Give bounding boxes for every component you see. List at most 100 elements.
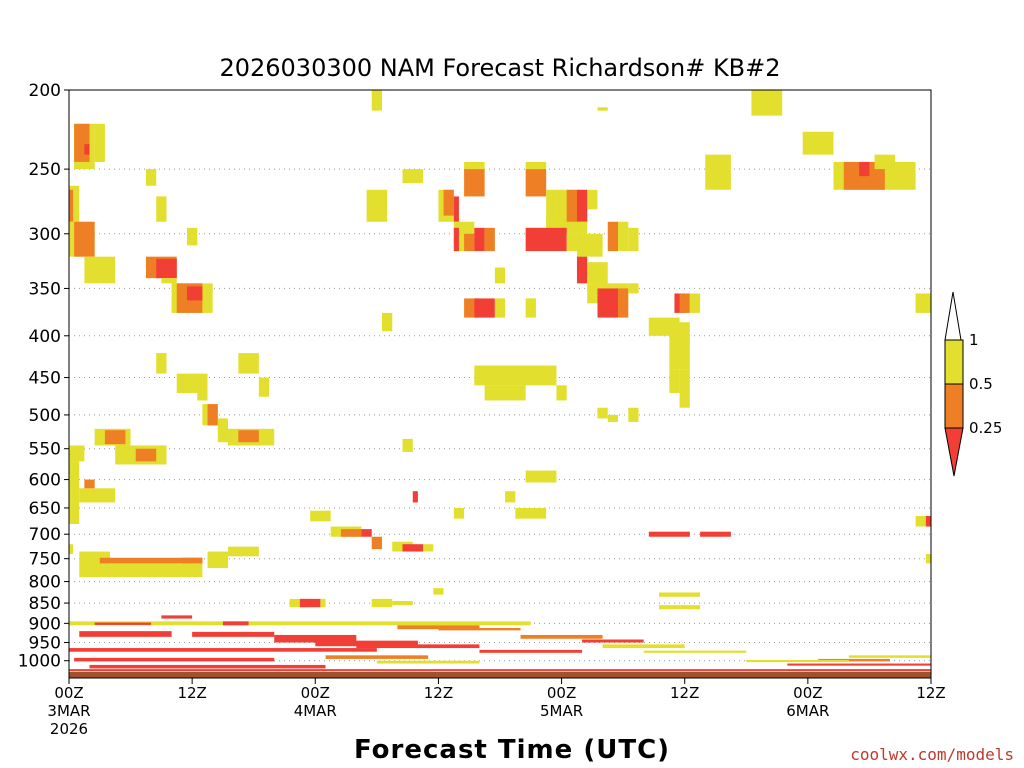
ri-cell (597, 107, 608, 111)
plot-frame (68, 89, 932, 679)
ri-cell (192, 631, 275, 637)
legend-bin-orange (944, 383, 964, 429)
ri-cell (361, 529, 372, 537)
ri-cell (746, 659, 849, 663)
ri-cell (74, 123, 90, 162)
ri-cell (576, 189, 588, 222)
y-tick-label: 200 (29, 81, 61, 101)
ri-cell (110, 563, 203, 578)
y-tick-label: 850 (29, 594, 61, 614)
y-tick-label: 950 (29, 634, 61, 654)
ri-cell (135, 448, 157, 462)
ri-cell (161, 615, 193, 619)
ri-cell (156, 353, 167, 374)
ri-cell (874, 154, 896, 170)
ri-cell (915, 516, 931, 527)
ri-cell (648, 317, 680, 336)
ri-cell (74, 221, 95, 257)
ri-cell (397, 625, 480, 630)
x-tick-label: 00Z (547, 684, 576, 702)
y-tick-label: 350 (29, 279, 61, 299)
ri-cell (546, 189, 557, 228)
ri-cell (371, 598, 393, 608)
ri-cell (79, 488, 116, 503)
ri-cell (628, 283, 639, 294)
ri-cell (607, 221, 619, 252)
x-tick-label: 00Z (301, 684, 330, 702)
ri-cell (238, 430, 259, 443)
ri-cell (751, 90, 783, 116)
ri-cell (310, 510, 331, 522)
ri-cell (356, 644, 480, 649)
ri-cell (79, 551, 111, 578)
ri-cell (161, 278, 177, 284)
legend-bin-yellow (944, 339, 964, 385)
ri-cell (315, 640, 418, 647)
ri-cell (381, 312, 393, 332)
ri-cell (258, 377, 270, 397)
ri-cell (628, 227, 639, 252)
ri-cell (84, 256, 116, 284)
ri-cell (366, 189, 388, 222)
legend-bin-red (944, 427, 964, 477)
ri-cell (474, 298, 495, 318)
ri-cell (607, 414, 619, 422)
ri-cell (145, 169, 157, 186)
ri-cell (464, 169, 485, 197)
ri-cell (187, 227, 198, 246)
ri-cell (94, 622, 152, 625)
ri-cell (371, 536, 382, 550)
y-tick-label: 600 (29, 471, 61, 491)
ri-cell (705, 154, 731, 190)
ri-cell (679, 293, 690, 313)
ri-cell (602, 644, 685, 649)
ri-cell (320, 598, 326, 608)
ri-cell (376, 660, 480, 664)
ri-cell (525, 169, 547, 197)
ri-cell (69, 621, 531, 626)
ri-cell (325, 655, 429, 659)
ri-cell (433, 588, 444, 595)
ri-cell (802, 131, 834, 155)
ri-cell (479, 649, 583, 653)
ri-cell (340, 529, 362, 537)
x-tick-label: 00Z (793, 684, 822, 702)
ri-cell (648, 531, 690, 537)
ri-cell (99, 557, 203, 564)
ri-cell (515, 507, 547, 519)
x-tick-label: 4MAR (294, 702, 337, 720)
ri-cell (443, 189, 454, 216)
ri-cell (925, 516, 931, 527)
ri-cell (587, 262, 598, 284)
chart-title: 2026030300 NAM Forecast Richardson# KB#2 (219, 54, 780, 82)
y-tick-label: 450 (29, 369, 61, 389)
ri-cell (628, 407, 639, 422)
ri-cell (89, 664, 326, 669)
y-tick-label: 750 (29, 550, 61, 570)
ri-cell (576, 233, 603, 257)
ri-cell (238, 353, 259, 374)
ri-cell (566, 233, 577, 252)
ri-cell (679, 369, 690, 408)
y-tick-label: 550 (29, 440, 61, 460)
ri-cell (643, 650, 747, 653)
ri-cell (484, 385, 526, 401)
ri-cell (69, 189, 74, 222)
legend-tick-label: 0.5 (969, 375, 993, 393)
x-tick-label: 00Z (54, 684, 83, 702)
ri-cell (587, 189, 598, 210)
ri-cell (74, 657, 275, 662)
ri-cell (69, 461, 80, 524)
ri-cell (79, 631, 172, 637)
y-tick-label: 250 (29, 160, 61, 180)
color-legend: 1 0.5 0.25 (944, 291, 1002, 477)
x-tick-label: 5MAR (540, 702, 583, 720)
ri-cell (94, 123, 105, 162)
ri-cell (582, 639, 644, 643)
ri-cell (392, 600, 413, 606)
ri-cell (69, 185, 80, 222)
ri-cell (689, 293, 701, 313)
ri-cell (222, 621, 249, 626)
legend-tick-label: 1 (969, 331, 979, 349)
